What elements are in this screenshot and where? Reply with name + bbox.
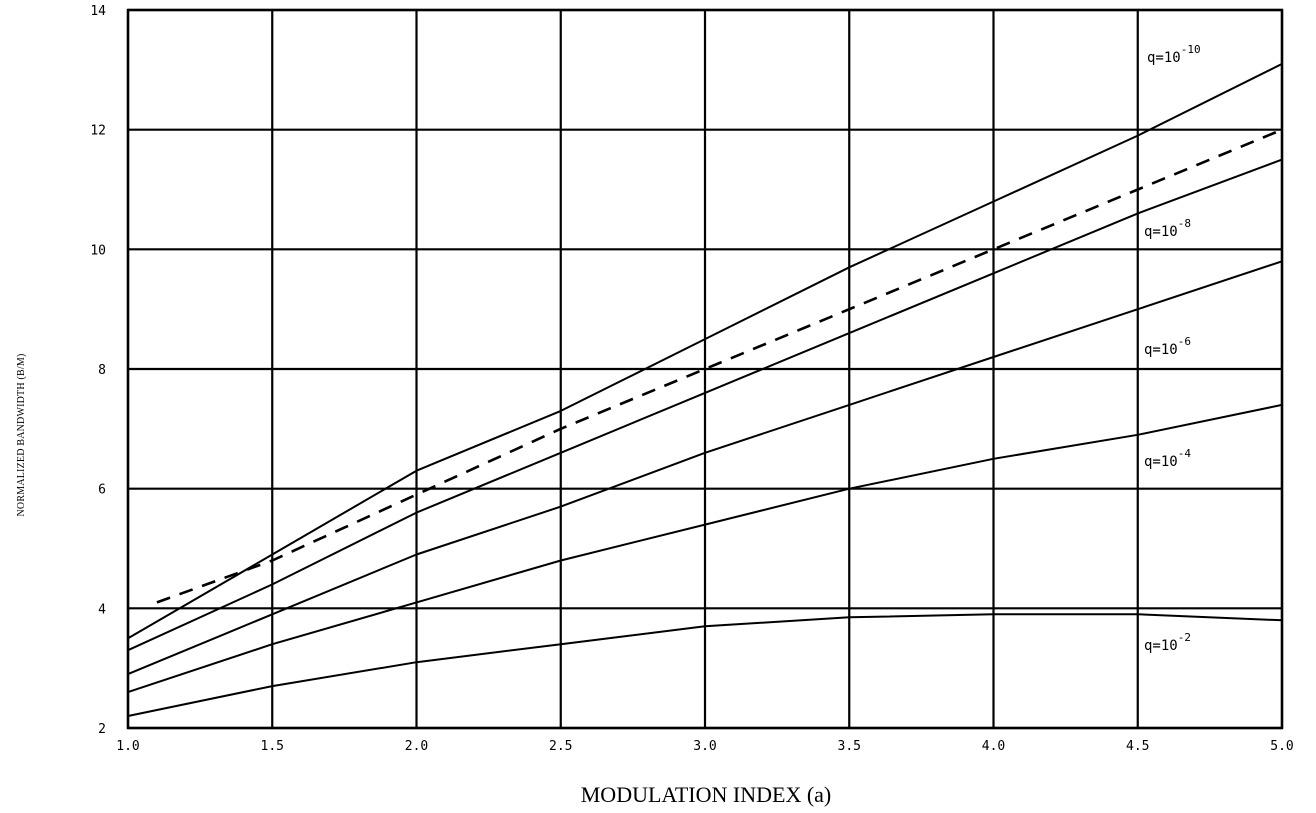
x-tick-label-3: 2.5 [549, 739, 572, 754]
x-tick-label-4: 3.0 [693, 739, 716, 754]
curve-label-5: q=10-2 [1144, 631, 1191, 654]
curve-label-4: q=10-4 [1144, 447, 1191, 470]
tick-labels: 1.0 1.5 2.0 2.5 3.0 3.5 4.0 4.5 5.0 2 4 6 8 10 12 14 [90, 4, 1293, 754]
y-tick-label-3: 8 [98, 363, 106, 378]
series-line-2 [127, 158, 1283, 652]
y-tick-label-2: 6 [98, 483, 106, 498]
y-tick-label-1: 4 [98, 602, 106, 617]
series-line-4 [127, 403, 1283, 694]
y-tick-label-0: 2 [98, 722, 106, 737]
x-tick-label-5: 3.5 [838, 739, 861, 754]
x-tick-label-2: 2.0 [405, 739, 428, 754]
curve-label-0: q=10-10 [1147, 43, 1201, 66]
curve-label-2: q=10-8 [1144, 217, 1191, 240]
x-tick-label-6: 4.0 [982, 739, 1005, 754]
x-tick-label-0: 1.0 [116, 739, 139, 754]
series-group [127, 63, 1283, 717]
series-line-0 [127, 63, 1283, 640]
y-tick-label-4: 10 [90, 243, 106, 258]
x-tick-label-7: 4.5 [1126, 739, 1149, 754]
curve-labels: q=10-10 q=10-8 q=10-6 q=10-4 q=10-2 [1144, 43, 1201, 654]
plot-frame [126, 8, 1284, 730]
x-tick-label-1: 1.5 [261, 739, 284, 754]
y-tick-label-5: 12 [90, 124, 106, 139]
x-axis-label: MODULATION INDEX (a) [581, 782, 832, 807]
series-line-5 [127, 613, 1283, 717]
series-line-3 [127, 260, 1283, 676]
x-tick-label-8: 5.0 [1270, 739, 1293, 754]
y-axis-label: NORMALIZED BANDWIDTH (B/M) [16, 354, 27, 517]
y-tick-label-6: 14 [90, 4, 106, 19]
curve-label-3: q=10-6 [1144, 335, 1191, 358]
grid [126, 8, 1284, 730]
series-line-1 [156, 128, 1283, 604]
